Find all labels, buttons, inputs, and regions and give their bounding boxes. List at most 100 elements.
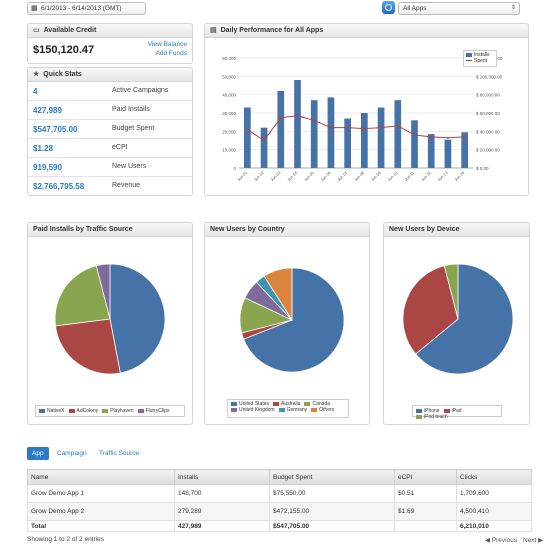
view-balance-link[interactable]: View Balance xyxy=(147,41,187,48)
app-select[interactable]: All Apps ⇕ xyxy=(398,2,520,15)
device-panel: New Users by Device iPhone iPadiPod touch xyxy=(383,222,530,425)
available-credit-panel: ▭ Available Credit $150,120.47 View Balan… xyxy=(27,23,193,64)
next-button[interactable]: Next ▶ xyxy=(523,537,544,544)
bar-installs[interactable] xyxy=(294,80,301,168)
cell-ecpi: $1.69 xyxy=(394,502,457,521)
point-spent[interactable] xyxy=(363,127,366,130)
stat-value[interactable]: $1.28 xyxy=(33,144,54,153)
stat-row: $2,766,795.58 Revenue xyxy=(28,176,192,195)
bar-installs[interactable] xyxy=(411,120,418,168)
traffic-source-header: Paid Installs by Traffic Source xyxy=(28,223,192,237)
point-spent[interactable] xyxy=(430,135,433,138)
legend-item-playhaven[interactable]: Playhaven xyxy=(102,408,134,414)
column-header-clicks[interactable]: Clicks xyxy=(456,469,532,485)
point-spent[interactable] xyxy=(463,135,466,138)
point-spent[interactable] xyxy=(246,128,249,131)
legend-label: United Kingdom xyxy=(239,407,275,413)
credit-header: ▭ Available Credit xyxy=(28,24,192,38)
stat-value[interactable]: 919,590 xyxy=(33,163,62,172)
pie-slice-iphone[interactable] xyxy=(415,263,514,375)
bar-installs[interactable] xyxy=(444,139,452,168)
y-tick-left: 20,000 xyxy=(222,129,236,134)
pie-slice-ipad[interactable] xyxy=(402,265,459,355)
table-total-row: Total 427,989 $547,705.00 6,210,010 xyxy=(27,520,532,532)
legend-item-canada[interactable]: Canada xyxy=(304,401,330,407)
x-tick-label: Jun 02 xyxy=(253,170,266,183)
total-installs: 427,989 xyxy=(174,520,270,532)
pie-slice-nativex[interactable] xyxy=(109,263,166,374)
column-header-ecpi[interactable]: eCPI xyxy=(394,469,457,485)
daily-legend: Installs Spent xyxy=(463,50,497,67)
tab-traffic-source[interactable]: Traffic Source xyxy=(99,450,140,457)
legend-item-iphone[interactable]: iPhone xyxy=(416,408,440,414)
date-range-picker[interactable]: ▦ 6/1/2013 - 6/14/2013 (GMT) xyxy=(27,2,146,15)
bar-installs[interactable] xyxy=(344,118,351,169)
legend-item-nativex[interactable]: NativeX xyxy=(39,408,65,414)
stat-value[interactable]: $547,705.00 xyxy=(33,125,78,134)
legend-item-united-kingdom[interactable]: United Kingdom xyxy=(231,407,275,413)
table-row[interactable]: Grow Demo App 1 148,700 $75,550.00 $0.51… xyxy=(27,484,532,503)
cell-installs: 148,700 xyxy=(174,484,270,503)
point-spent[interactable] xyxy=(313,119,316,122)
cell-installs: 279,289 xyxy=(174,502,270,521)
traffic-source-legend: NativeX AdColony Playhaven FlurryClips xyxy=(35,405,185,417)
legend-item-others[interactable]: Others xyxy=(311,407,334,413)
bar-installs[interactable] xyxy=(277,91,285,168)
legend-swatch xyxy=(273,401,280,406)
legend-item-ipad[interactable]: iPad xyxy=(443,408,462,414)
column-header-name[interactable]: Name xyxy=(27,469,175,485)
bar-installs[interactable] xyxy=(260,127,268,168)
point-spent[interactable] xyxy=(396,124,399,127)
bar-installs[interactable] xyxy=(327,97,335,168)
column-header-budget-spent[interactable]: Budget Spent xyxy=(269,469,395,485)
point-spent[interactable] xyxy=(279,116,282,119)
bar-installs[interactable] xyxy=(361,113,368,168)
stat-value[interactable]: 4 xyxy=(33,87,38,96)
y-tick-left: 30,000 xyxy=(222,111,236,116)
previous-button[interactable]: ◀ Previous xyxy=(485,537,518,544)
x-tick-label: Jun 11 xyxy=(403,170,415,182)
bar-installs[interactable] xyxy=(377,107,385,169)
legend-item-adcolony[interactable]: AdColony xyxy=(68,408,98,414)
pie-slice-united-states[interactable] xyxy=(243,267,345,373)
tab-campaign[interactable]: Campaign xyxy=(57,450,87,457)
column-header-installs[interactable]: Installs xyxy=(174,469,270,485)
pie-slice-ipod-touch[interactable] xyxy=(443,263,459,320)
star-icon: ★ xyxy=(33,71,40,78)
point-spent[interactable] xyxy=(413,134,416,136)
x-tick-label: Jun 14 xyxy=(453,170,466,183)
daily-performance-chart: 0 10,000 20,000 30,000 40,000 50,000 60,000 $ 0… xyxy=(222,56,503,183)
pie-slice-playhaven[interactable] xyxy=(54,265,111,327)
point-spent[interactable] xyxy=(346,126,349,129)
app-store-icon xyxy=(382,1,395,14)
stat-value[interactable]: 427,989 xyxy=(33,106,62,115)
point-spent[interactable] xyxy=(263,139,266,142)
pie-slice-flurryclips[interactable] xyxy=(95,263,111,320)
legend-item-germany[interactable]: Germany xyxy=(278,407,307,413)
y-tick-right: $ 40,000.00 xyxy=(476,129,500,134)
line-spent xyxy=(247,115,465,142)
legend-label: NativeX xyxy=(47,408,65,414)
stat-row: 427,989 Paid Installs xyxy=(28,100,192,119)
bar-installs[interactable] xyxy=(310,100,318,168)
legend-item-flurryclips[interactable]: FlurryClips xyxy=(137,408,169,414)
bar-installs[interactable] xyxy=(427,134,435,168)
add-funds-link[interactable]: Add Funds xyxy=(155,50,187,57)
point-spent[interactable] xyxy=(380,126,383,129)
pie-slice-others[interactable] xyxy=(263,267,293,322)
point-spent[interactable] xyxy=(329,126,332,129)
pie-slice-adcolony[interactable] xyxy=(54,318,121,375)
legend-item-united-states[interactable]: United States xyxy=(231,401,269,407)
stat-value[interactable]: $2,766,795.58 xyxy=(33,182,85,191)
table-row[interactable]: Grow Demo App 2 279,289 $472,155.00 $1.6… xyxy=(27,502,532,521)
bar-installs[interactable] xyxy=(461,132,468,168)
legend-item-australia[interactable]: Australia xyxy=(273,401,300,407)
point-spent[interactable] xyxy=(446,136,449,139)
point-spent[interactable] xyxy=(296,114,299,117)
legend-item-ipod-touch[interactable]: iPod touch xyxy=(416,414,448,420)
legend-label: United States xyxy=(239,401,270,407)
tab-app[interactable]: App xyxy=(27,447,49,460)
bar-installs[interactable] xyxy=(244,107,251,169)
table-header-row: Name Installs Budget Spent eCPI Clicks xyxy=(27,469,532,485)
bar-installs[interactable] xyxy=(394,100,402,168)
